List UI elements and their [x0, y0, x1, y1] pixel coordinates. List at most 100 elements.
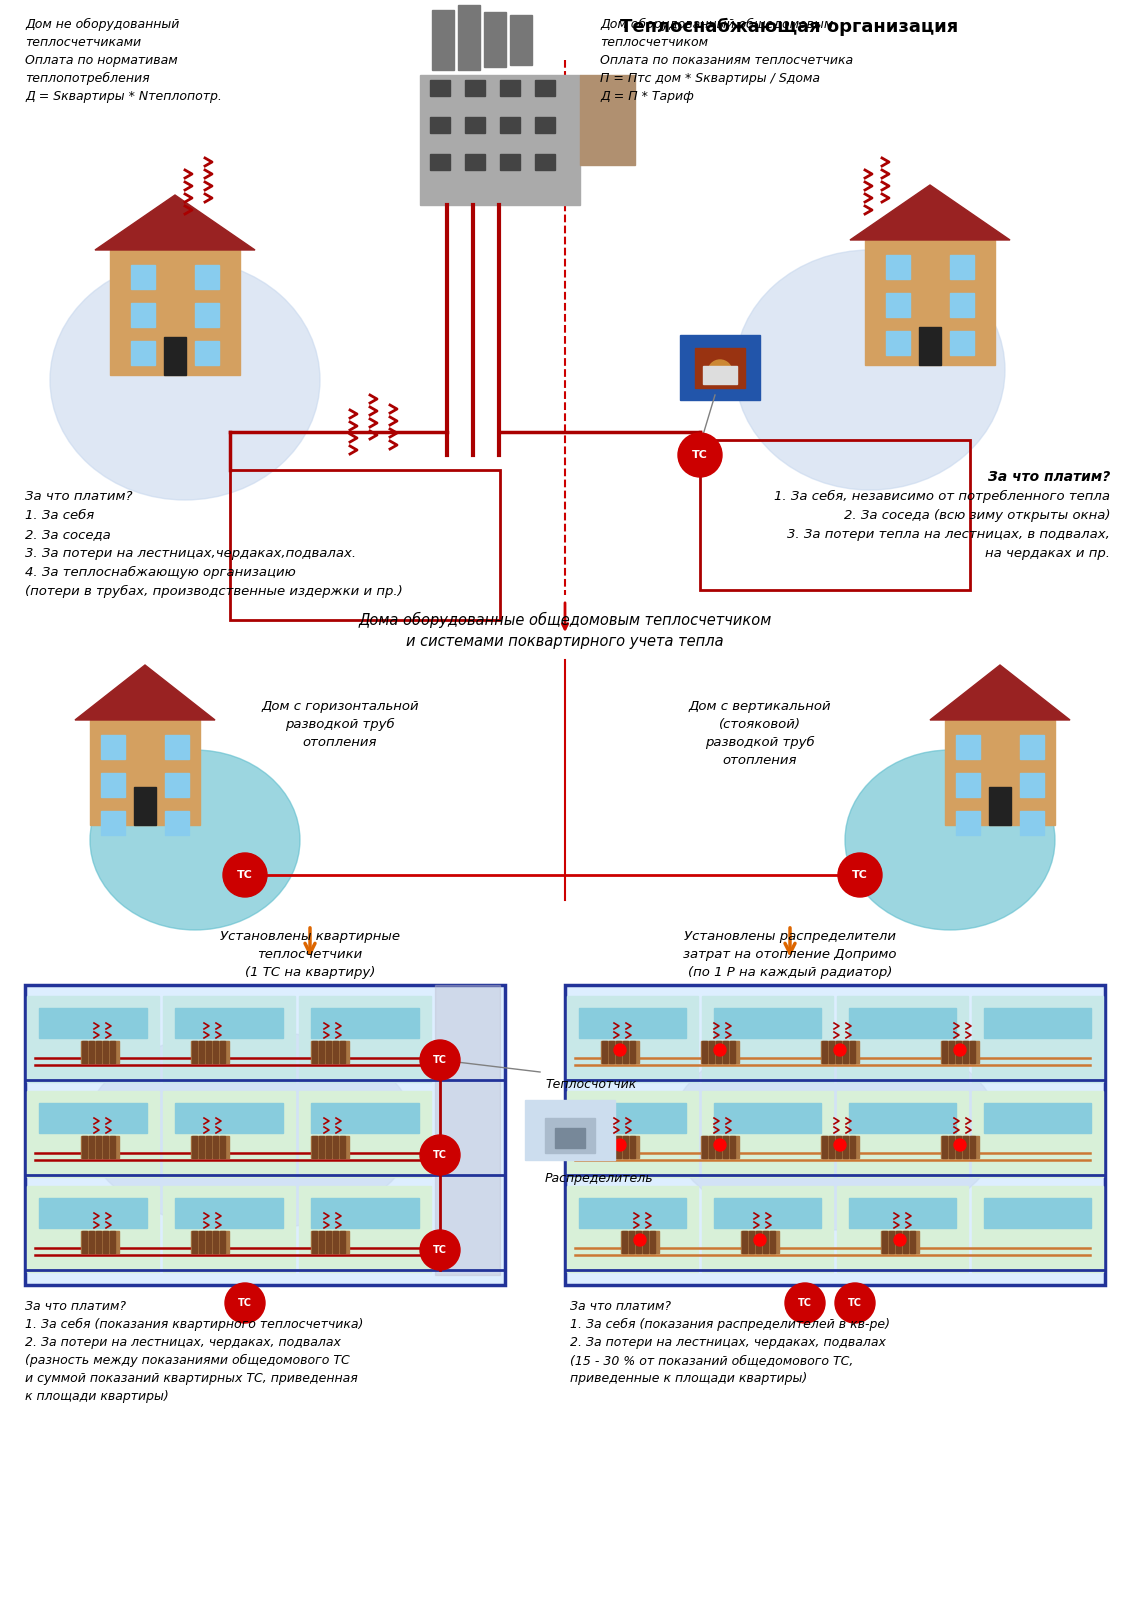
Bar [430, 80, 450, 96]
Bar [175, 1198, 283, 1229]
Bar [199, 1230, 204, 1253]
Bar [849, 1198, 956, 1229]
Bar [849, 1008, 956, 1038]
Bar [702, 1042, 707, 1062]
Bar [191, 1230, 228, 1253]
Bar [81, 1136, 119, 1158]
Bar [311, 1136, 349, 1158]
Bar [89, 1230, 94, 1253]
Bar [319, 1136, 323, 1158]
Bar [701, 1042, 739, 1062]
Bar [601, 1042, 639, 1062]
Bar [629, 1230, 634, 1253]
Bar [311, 1230, 349, 1253]
Polygon shape [95, 195, 254, 250]
Bar [702, 1186, 834, 1272]
Bar [191, 1042, 228, 1062]
Bar [881, 1230, 920, 1253]
Bar [709, 1136, 714, 1158]
Text: За что платим?
1. За себя (показания распределителей в кв-ре)
2. За потери на ле: За что платим? 1. За себя (показания рас… [570, 1299, 890, 1386]
Bar [962, 1136, 968, 1158]
Circle shape [223, 853, 267, 898]
Bar [650, 1230, 655, 1253]
Text: ТС: ТС [692, 450, 708, 461]
Bar [949, 1136, 955, 1158]
Bar [941, 1042, 979, 1062]
Bar [608, 1042, 614, 1062]
Bar [430, 117, 450, 133]
Bar [221, 1230, 225, 1253]
Bar [311, 1008, 418, 1038]
Bar [312, 1136, 317, 1158]
Circle shape [708, 360, 732, 384]
Text: ТС: ТС [798, 1298, 812, 1309]
Bar [96, 1136, 101, 1158]
Bar [299, 1091, 431, 1178]
Bar [165, 734, 189, 758]
Bar [206, 1136, 211, 1158]
Bar [942, 1136, 947, 1158]
Bar [25, 986, 506, 1285]
Bar [545, 1118, 595, 1154]
Bar [886, 293, 910, 317]
Bar [742, 1230, 746, 1253]
Bar [163, 1091, 295, 1178]
Bar [579, 1102, 687, 1133]
Ellipse shape [670, 1030, 1000, 1230]
Circle shape [893, 1234, 906, 1246]
Polygon shape [851, 186, 1010, 240]
Bar [90, 720, 200, 826]
Bar [956, 734, 979, 758]
Bar [131, 266, 155, 290]
Text: За что платим?
1. За себя
2. За соседа
3. За потери на лестницах,чердаках,подвал: За что платим? 1. За себя 2. За соседа 3… [25, 490, 403, 598]
Bar [644, 1230, 648, 1253]
Bar [567, 995, 698, 1082]
Circle shape [835, 1283, 875, 1323]
Bar [882, 1230, 887, 1253]
Bar [484, 11, 506, 67]
Bar [714, 1102, 821, 1133]
Bar [191, 1136, 228, 1158]
Bar [972, 1091, 1103, 1178]
Circle shape [614, 1139, 625, 1150]
Ellipse shape [85, 1030, 415, 1230]
Bar [956, 773, 979, 797]
Bar [131, 302, 155, 326]
Bar [465, 117, 485, 133]
Bar [465, 80, 485, 96]
Text: ТС: ТС [433, 1054, 447, 1066]
Bar [340, 1042, 345, 1062]
Bar [175, 1102, 283, 1133]
Circle shape [955, 1043, 966, 1056]
Text: 1. За себя, независимо от потребленного тепла
2. За соседа (всю зиму открыты окн: 1. За себя, независимо от потребленного … [774, 490, 1110, 560]
Circle shape [420, 1230, 460, 1270]
Bar [984, 1198, 1091, 1229]
Bar [821, 1136, 860, 1158]
Bar [163, 1186, 295, 1272]
Bar [709, 1042, 714, 1062]
Bar [311, 1102, 418, 1133]
Bar [110, 1042, 115, 1062]
Bar [213, 1042, 218, 1062]
Bar [27, 1186, 159, 1272]
Bar [602, 1136, 607, 1158]
Bar [326, 1136, 331, 1158]
Bar [333, 1042, 338, 1062]
Bar [972, 995, 1103, 1082]
Bar [230, 470, 500, 619]
Bar [165, 773, 189, 797]
Bar [1020, 811, 1044, 835]
Text: Установлены квартирные
теплосчетчики
(1 ТС на квартиру): Установлены квартирные теплосчетчики (1 … [221, 930, 400, 979]
Bar [435, 986, 500, 1275]
Bar [81, 1230, 119, 1253]
Bar [702, 1136, 707, 1158]
Bar [702, 995, 834, 1082]
Bar [458, 5, 480, 70]
Polygon shape [930, 666, 1070, 720]
Bar [195, 266, 219, 290]
Bar [729, 1136, 735, 1158]
Bar [213, 1230, 218, 1253]
Text: ТС: ТС [433, 1150, 447, 1160]
Bar [1020, 734, 1044, 758]
Bar [623, 1042, 628, 1062]
